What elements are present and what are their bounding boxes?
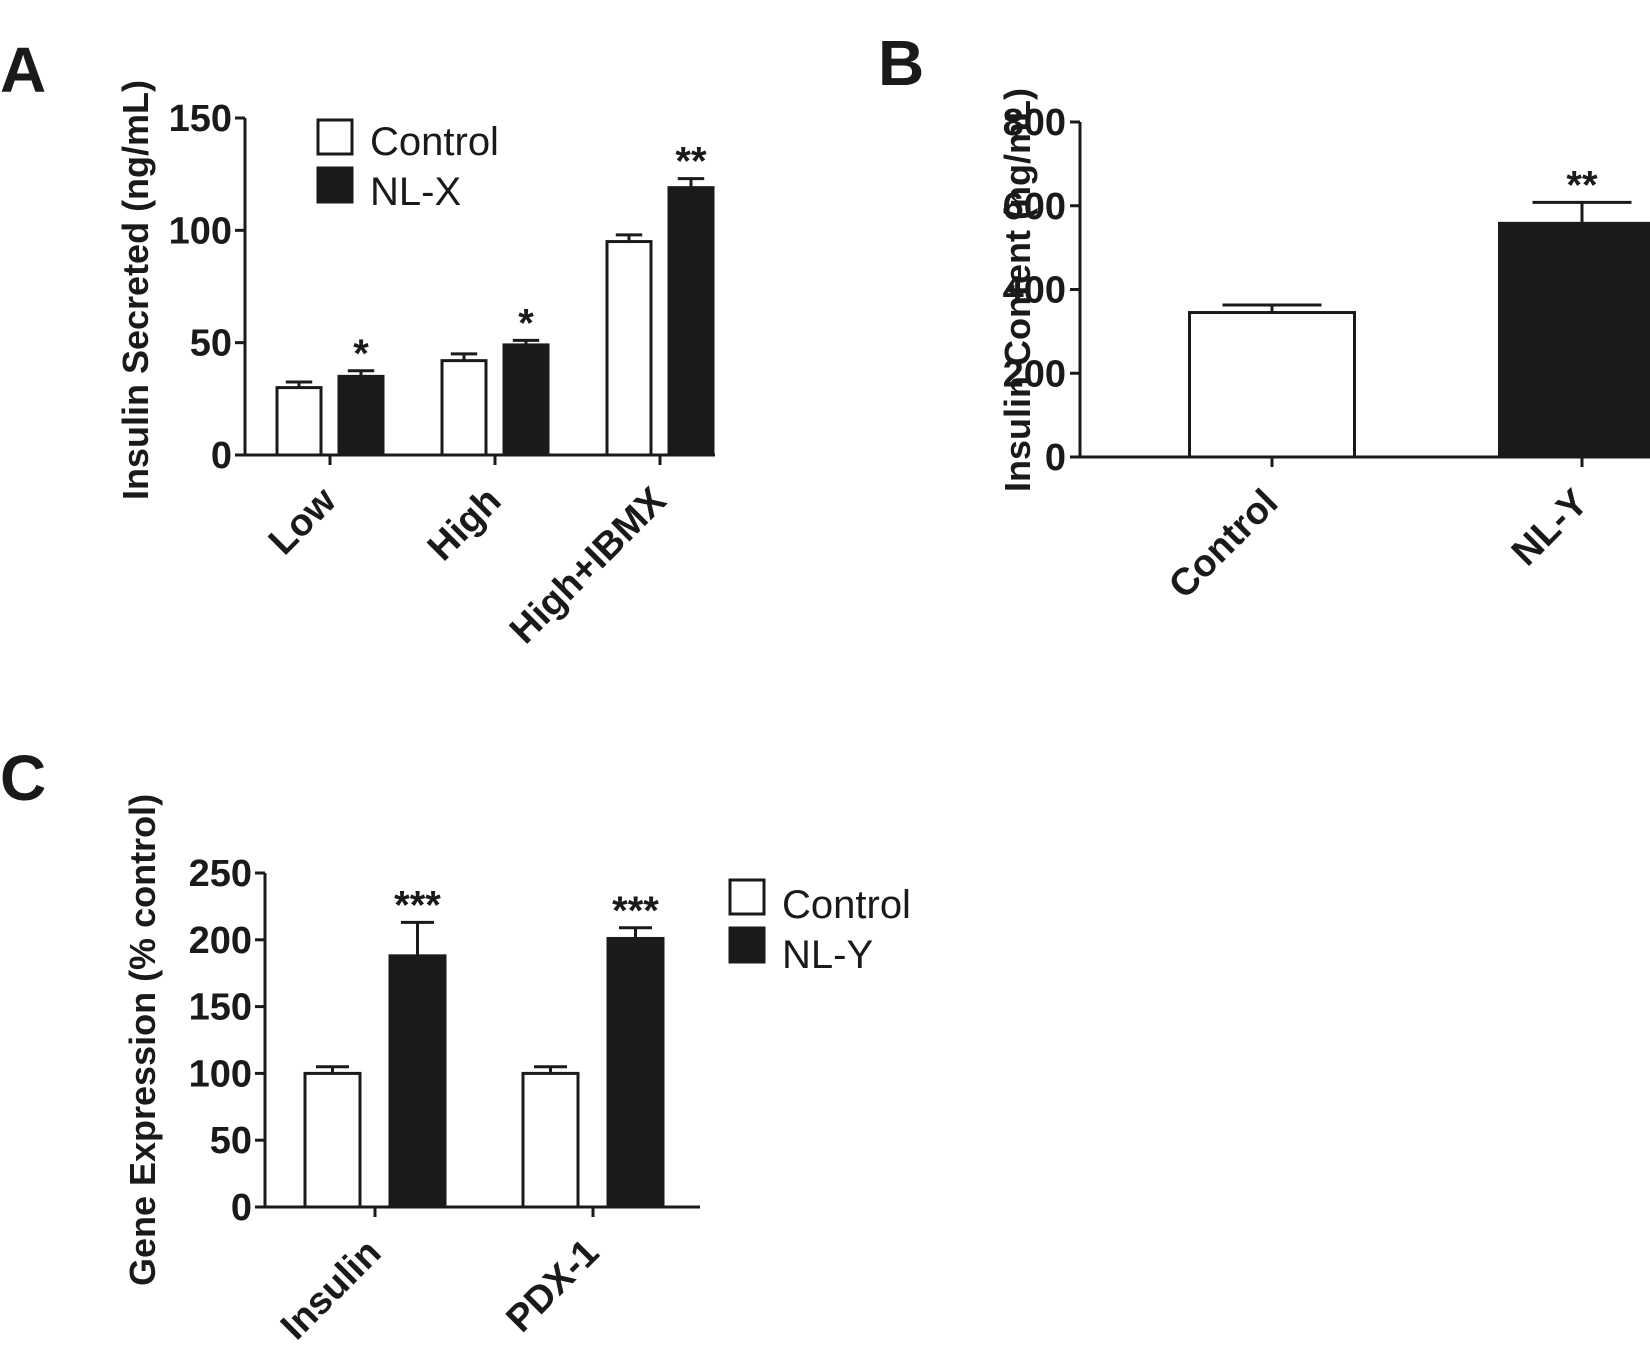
y-tick-label: 100 — [169, 210, 232, 252]
legend-swatch — [728, 926, 766, 964]
legend-swatch — [316, 118, 354, 156]
x-tick-label: High — [420, 480, 509, 569]
y-axis-label: Insulin Secreted (ng/mL) — [115, 80, 156, 500]
x-tick-label: High+IBMX — [502, 479, 675, 652]
y-tick-label: 800 — [1003, 102, 1066, 144]
y-tick-label: 100 — [189, 1053, 252, 1095]
significance-marker: *** — [612, 889, 659, 933]
x-tick-label: Insulin — [273, 1232, 389, 1348]
y-tick-label: 50 — [210, 1120, 252, 1162]
y-tick-label: 150 — [189, 987, 252, 1029]
y-axis-label: Gene Expression (% control) — [122, 794, 163, 1286]
x-tick-label: Low — [261, 479, 345, 563]
x-tick-label: Control — [1161, 482, 1286, 607]
y-tick-label: 0 — [231, 1187, 252, 1229]
panel-letter-b: B — [878, 27, 924, 99]
y-tick-label: 400 — [1003, 270, 1066, 312]
bar — [1188, 311, 1356, 459]
y-tick-label: 150 — [169, 98, 232, 140]
bar — [303, 1071, 362, 1209]
x-tick-label: PDX-1 — [499, 1232, 608, 1341]
legend-swatch — [316, 166, 354, 204]
y-tick-label: 600 — [1003, 186, 1066, 228]
legend-label: NL-Y — [782, 933, 873, 977]
bar — [388, 954, 447, 1209]
legend-swatch — [728, 878, 766, 916]
panel-b-chart: Insulin Content (ng/mL) 0 200 400 600 800 Cont… — [997, 88, 1650, 607]
bar — [667, 186, 715, 457]
legend-label: Control — [370, 120, 499, 164]
significance-marker: *** — [394, 883, 441, 927]
y-tick-label: 250 — [189, 853, 252, 895]
significance-marker: * — [518, 301, 534, 345]
bar — [1498, 221, 1650, 459]
y-tick-label: 50 — [190, 323, 232, 365]
legend-label: NL-X — [370, 170, 461, 214]
panel-a-chart: Insulin Secreted (ng/mL) 0 50 100 150 Low High… — [115, 80, 715, 652]
bar — [521, 1071, 580, 1209]
significance-marker: * — [353, 332, 369, 376]
significance-marker: ** — [675, 140, 707, 184]
bar — [337, 374, 385, 457]
x-tick-label: NL-Y — [1504, 482, 1596, 574]
legend-label: Control — [782, 883, 911, 927]
y-tick-label: 0 — [1045, 437, 1066, 479]
bar — [275, 386, 323, 457]
y-axis-label: Insulin Content (ng/mL) — [997, 88, 1038, 492]
panel-letter-a: A — [0, 34, 46, 106]
y-tick-label: 200 — [1003, 353, 1066, 395]
bar — [605, 240, 653, 457]
panel-c-chart: Gene Expression (% control) 0 50 100 150 200 2… — [122, 794, 911, 1348]
y-tick-label: 200 — [189, 920, 252, 962]
bar — [440, 359, 488, 457]
panel-letter-c: C — [0, 742, 46, 814]
bar — [502, 343, 550, 457]
y-tick-label: 0 — [211, 435, 232, 477]
significance-marker: ** — [1566, 163, 1598, 207]
bar — [606, 936, 665, 1209]
